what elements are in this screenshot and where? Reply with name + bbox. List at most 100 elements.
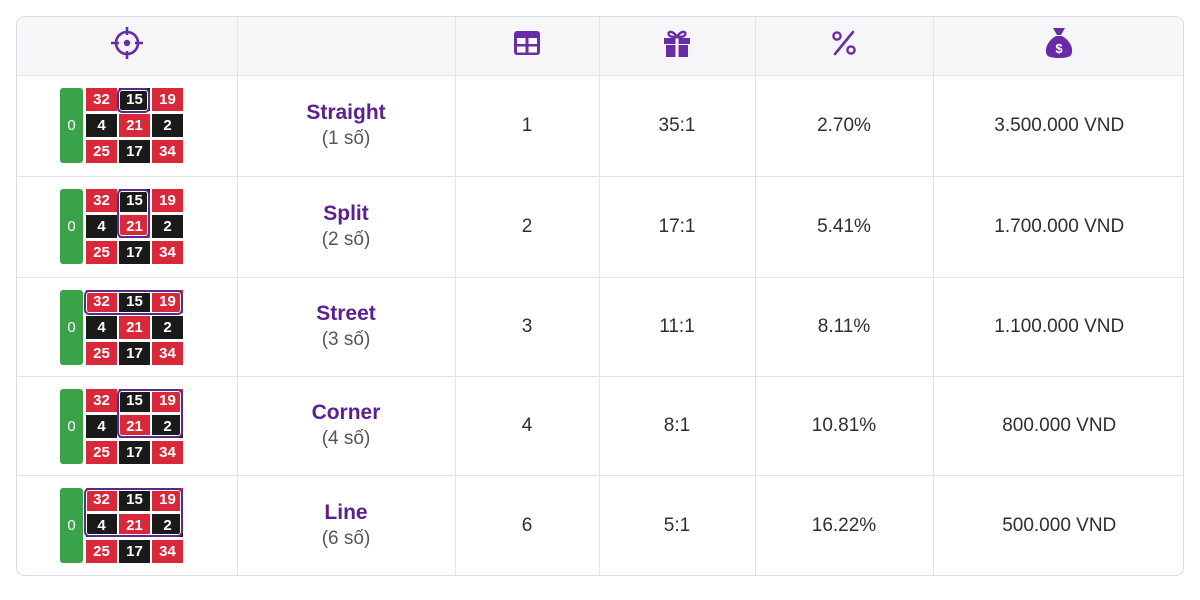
roulette-number: 34 — [152, 341, 183, 365]
numbers-cell-value: 6 — [521, 514, 533, 536]
roulette-number: 17 — [119, 540, 150, 564]
roulette-number: 25 — [86, 540, 117, 564]
roulette-number: 17 — [119, 241, 150, 265]
payout-cell-value: 11:1 — [659, 316, 695, 337]
roulette-number: 2 — [152, 414, 183, 438]
roulette-number-grid: 32 15 19 4 21 2 25 17 34 — [84, 289, 184, 365]
bet-highlight-outline — [84, 289, 183, 315]
roulette-number: 2 — [152, 514, 183, 538]
roulette-number: 21 — [119, 414, 150, 438]
roulette-number: 34 — [152, 241, 183, 265]
amount-cell: 1.100.000 VND — [933, 277, 1183, 378]
bet-name: Straight — [306, 100, 386, 124]
header-numbers — [455, 17, 600, 76]
payout-cell: 8:1 — [599, 376, 756, 477]
header-probability — [755, 17, 934, 76]
bet-number-count: (1 số) — [321, 127, 371, 149]
roulette-number: 19 — [152, 488, 183, 512]
payout-cell: 35:1 — [599, 75, 756, 177]
probability-cell: 10.81% — [755, 376, 934, 477]
roulette-number: 4 — [86, 514, 117, 538]
roulette-number: 19 — [152, 189, 183, 213]
bet-highlight-outline — [117, 88, 150, 114]
roulette-number: 2 — [152, 215, 183, 239]
roulette-mini-board: 0 32 15 19 4 21 2 25 17 34 — [60, 88, 184, 164]
roulette-number-grid: 32 15 19 4 21 2 25 17 34 — [84, 488, 184, 564]
roulette-number: 4 — [86, 414, 117, 438]
percent-icon — [829, 28, 859, 58]
roulette-number: 25 — [86, 440, 117, 464]
bet-number-count: (3 số) — [321, 329, 371, 350]
roulette-number: 4 — [86, 315, 117, 339]
amount-cell: 1.700.000 VND — [933, 176, 1183, 278]
table-row: 0 32 15 19 4 21 2 25 17 34 Straight (1 số) 1 35:1 2.70… — [17, 75, 1183, 177]
bet-name: Line — [324, 500, 368, 524]
svg-text:$: $ — [1056, 41, 1064, 56]
roulette-number-grid: 32 15 19 4 21 2 25 17 34 — [86, 388, 184, 464]
bet-name-cell: Straight (1 số) — [237, 75, 456, 177]
table-row: 0 32 15 19 4 21 2 25 17 34 Line (6 số) 6 5:1 16.22% 500… — [17, 475, 1183, 575]
roulette-number: 4 — [86, 215, 117, 239]
roulette-number: 25 — [86, 341, 117, 365]
roulette-number: 15 — [119, 488, 150, 512]
bet-number-count: (2 số) — [321, 228, 371, 250]
bet-board-cell: 0 32 15 19 4 21 2 25 17 34 — [17, 376, 238, 477]
roulette-number: 25 — [86, 241, 117, 265]
header-bet-name — [237, 17, 456, 76]
numbers-cell-value: 4 — [521, 415, 533, 437]
bet-highlight-outline — [117, 388, 183, 438]
bet-name: Street — [316, 302, 376, 325]
roulette-zero: 0 — [60, 488, 83, 564]
numbers-cell: 2 — [455, 176, 600, 278]
bet-types-table: $ 0 32 15 19 4 21 2 25 17 34 Straight (1 số) 1 35:1 2.… — [17, 17, 1183, 575]
roulette-mini-board: 0 32 15 19 4 21 2 25 17 34 — [60, 189, 184, 265]
roulette-mini-board: 0 32 15 19 4 21 2 25 17 34 — [60, 488, 184, 564]
probability-cell-value: 8.11% — [817, 316, 871, 337]
numbers-cell: 3 — [455, 277, 600, 378]
numbers-cell-value: 1 — [521, 114, 533, 136]
bet-name: Corner — [311, 401, 381, 425]
gift-icon — [661, 27, 693, 59]
roulette-number: 21 — [119, 114, 150, 138]
bet-types-card: $ 0 32 15 19 4 21 2 25 17 34 Straight (1 số) 1 35:1 2.… — [16, 16, 1184, 576]
roulette-mini-board: 0 32 15 19 4 21 2 25 17 34 — [60, 289, 184, 365]
roulette-number: 34 — [152, 540, 183, 564]
amount-cell-value: 800.000 VND — [1002, 415, 1117, 437]
roulette-number: 19 — [152, 289, 183, 313]
roulette-number: 15 — [119, 388, 150, 412]
table-row: 0 32 15 19 4 21 2 25 17 34 Corner (4 số) 4 8:1 10.81% 8… — [17, 376, 1183, 477]
roulette-number: 32 — [86, 488, 117, 512]
payout-cell-value: 8:1 — [663, 415, 691, 437]
roulette-number: 32 — [86, 388, 117, 412]
roulette-number-grid: 32 15 19 4 21 2 25 17 34 — [86, 88, 184, 164]
bet-board-cell: 0 32 15 19 4 21 2 25 17 34 — [17, 277, 238, 378]
table-header-row: $ — [17, 17, 1183, 76]
probability-cell: 5.41% — [755, 176, 934, 278]
roulette-number: 2 — [152, 114, 183, 138]
table-row: 0 32 15 19 4 21 2 25 17 34 Split (2 số) 2 17:1 5.41% 1.… — [17, 176, 1183, 278]
roulette-number: 19 — [152, 388, 183, 412]
table-icon — [512, 28, 542, 58]
roulette-number-grid: 32 15 19 4 21 2 25 17 34 — [86, 189, 184, 265]
header-bet-board — [17, 17, 238, 76]
roulette-number: 15 — [119, 189, 150, 213]
roulette-number: 21 — [119, 315, 150, 339]
roulette-number: 17 — [119, 341, 150, 365]
numbers-cell: 1 — [455, 75, 600, 177]
payout-cell: 11:1 — [599, 277, 756, 378]
roulette-number: 32 — [86, 189, 117, 213]
numbers-cell-value: 2 — [521, 215, 533, 237]
amount-cell-value: 1.100.000 VND — [994, 316, 1125, 337]
roulette-zero: 0 — [60, 88, 83, 164]
bet-name-cell: Line (6 số) — [237, 475, 456, 575]
roulette-number: 32 — [86, 289, 117, 313]
payout-cell: 17:1 — [599, 176, 756, 278]
numbers-cell-value: 3 — [521, 316, 533, 337]
numbers-cell: 4 — [455, 376, 600, 477]
roulette-zero: 0 — [60, 189, 83, 265]
probability-cell: 16.22% — [755, 475, 934, 575]
table-row: 0 32 15 19 4 21 2 25 17 34 Street (3 số) 3 11:1 8.11% 1… — [17, 277, 1183, 378]
amount-cell-value: 1.700.000 VND — [994, 215, 1125, 237]
bet-name-cell: Street (3 số) — [237, 277, 456, 378]
roulette-number: 34 — [152, 440, 183, 464]
